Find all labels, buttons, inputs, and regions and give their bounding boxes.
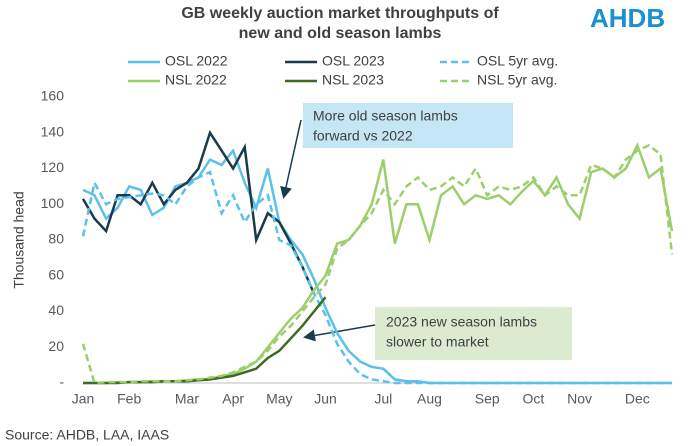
series-line — [81, 143, 674, 385]
y-tick-label: 120 — [41, 159, 65, 175]
y-tick-label: - — [59, 374, 64, 390]
series-line — [83, 296, 327, 385]
series-line — [81, 170, 672, 385]
logo: AHDB — [590, 3, 665, 33]
chart-title: GB weekly auction market throughputs of — [181, 5, 499, 22]
annotation-text: More old season lambs — [313, 108, 458, 124]
y-tick-label: 160 — [41, 88, 65, 104]
source: Source: AHDB, LAA, IAAS — [5, 427, 169, 443]
legend-label: NSL 2022 — [165, 72, 227, 88]
legend-label: OSL 5yr avg. — [477, 53, 558, 69]
x-tick-label: May — [266, 391, 292, 407]
y-tick-label: 40 — [48, 302, 64, 318]
y-tick-label: 140 — [41, 123, 65, 139]
x-tick-label: Apr — [222, 391, 244, 407]
legend-label: OSL 2022 — [165, 53, 228, 69]
annotation-text: forward vs 2022 — [313, 128, 413, 144]
annotation-arrow — [280, 119, 302, 199]
series-line — [81, 129, 316, 295]
x-tick-label: Aug — [417, 391, 442, 407]
y-tick-label: 100 — [41, 195, 65, 211]
x-tick-label: Jul — [374, 391, 392, 407]
y-tick-label: 80 — [48, 231, 64, 247]
annotation-box — [375, 307, 572, 360]
y-tick-label: 20 — [48, 338, 64, 354]
y-axis-title: Thousand head — [11, 191, 27, 288]
legend-label: NSL 5yr avg. — [477, 72, 557, 88]
annotation-box — [303, 103, 513, 148]
x-tick-label: Jan — [72, 391, 95, 407]
annotation-text: 2023 new season lambs — [386, 314, 537, 330]
x-tick-label: Nov — [567, 391, 592, 407]
x-tick-label: Sep — [475, 391, 500, 407]
x-tick-label: Feb — [117, 391, 141, 407]
annotation-arrow — [303, 324, 376, 342]
x-tick-label: Mar — [175, 391, 199, 407]
chart-title: new and old season lambs — [239, 25, 442, 42]
y-tick-label: 60 — [48, 266, 64, 282]
x-tick-label: Oct — [523, 391, 545, 407]
x-tick-label: Dec — [625, 391, 650, 407]
legend-label: OSL 2023 — [322, 53, 385, 69]
x-tick-label: Jun — [314, 391, 337, 407]
annotation-text: slower to market — [386, 334, 489, 350]
legend-label: NSL 2023 — [322, 72, 384, 88]
